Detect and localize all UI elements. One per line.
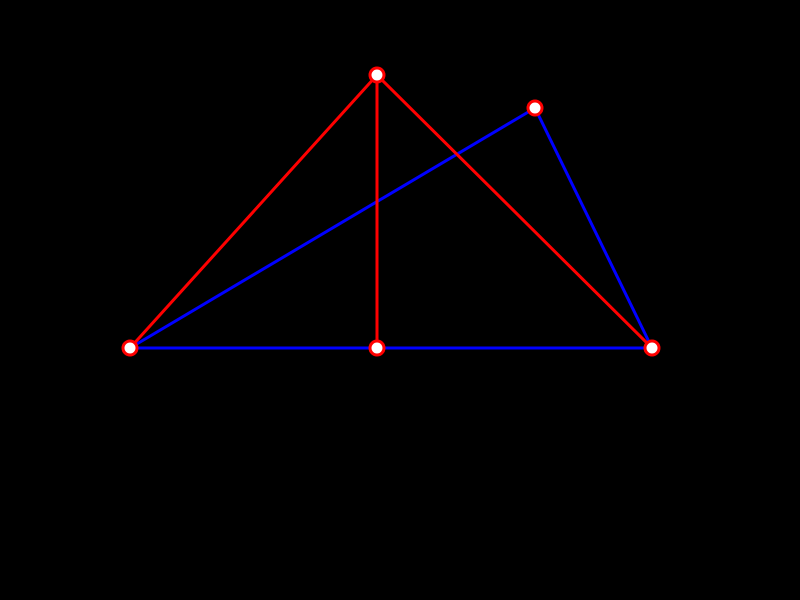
edges-group: [130, 75, 652, 348]
diagram-canvas: [0, 0, 800, 600]
edge: [535, 108, 652, 348]
edge: [130, 108, 535, 348]
edge: [377, 75, 652, 348]
edge: [130, 75, 377, 348]
node: [123, 341, 137, 355]
node: [528, 101, 542, 115]
node: [645, 341, 659, 355]
node: [370, 341, 384, 355]
node: [370, 68, 384, 82]
nodes-group: [123, 68, 659, 355]
